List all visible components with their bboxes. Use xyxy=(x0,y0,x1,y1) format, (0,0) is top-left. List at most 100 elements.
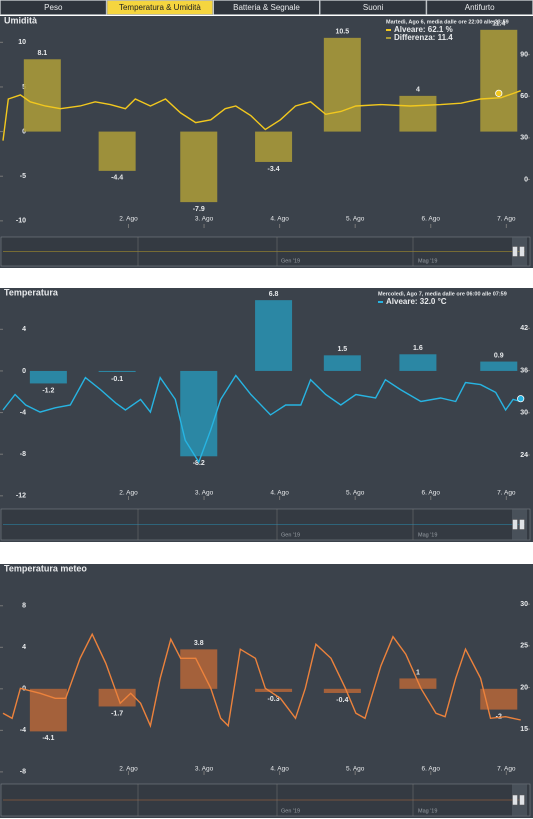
bar-label: -7.9 xyxy=(193,206,205,213)
y-tick-label: -12 xyxy=(16,493,26,500)
tab-label[interactable]: Suoni xyxy=(363,3,384,12)
y-tick-label: -8 xyxy=(20,769,26,776)
bar xyxy=(480,361,518,371)
navigator-label: Gen '19 xyxy=(281,258,300,264)
x-tick-label: 5. Ago xyxy=(346,766,365,773)
bar-label: 1.5 xyxy=(337,346,347,353)
tooltip-title: Martedì, Ago 6, media dalle ore 22:00 al… xyxy=(386,19,509,25)
navigator-handle[interactable] xyxy=(519,246,525,257)
bar xyxy=(29,370,67,384)
x-tick-label: 4. Ago xyxy=(270,216,289,223)
navigator-handle[interactable] xyxy=(512,794,518,806)
x-tick-label: 2. Ago xyxy=(119,766,138,773)
navigator-label: Gen '19 xyxy=(281,532,300,538)
bar-label: 6.8 xyxy=(269,291,279,298)
tab[interactable] xyxy=(106,0,213,15)
tooltip-swatch xyxy=(378,301,383,303)
tab[interactable] xyxy=(0,0,107,15)
chart-title: Temperatura xyxy=(4,287,59,297)
tooltip-point xyxy=(517,395,525,403)
y2-tick-label: 90 xyxy=(520,52,528,59)
tab-label[interactable]: Batteria & Segnale xyxy=(233,3,300,12)
tab[interactable] xyxy=(319,0,427,15)
bar-label: 3.8 xyxy=(194,640,204,647)
x-tick-label: 3. Ago xyxy=(195,766,214,773)
y-tick-label: -10 xyxy=(16,218,26,225)
bar-label: -3.4 xyxy=(268,166,280,173)
y-tick-label: 10 xyxy=(18,39,26,46)
y2-tick-label: 24 xyxy=(520,452,528,459)
x-tick-label: 6. Ago xyxy=(422,490,441,497)
y2-tick-label: 15 xyxy=(520,726,528,733)
x-tick-label: 6. Ago xyxy=(422,216,441,223)
y-tick-label: -8 xyxy=(20,451,26,458)
bar xyxy=(180,649,218,689)
bar xyxy=(480,688,518,710)
bar-label: 4 xyxy=(416,87,420,94)
y-tick-label: 4 xyxy=(22,326,26,333)
y2-tick-label: 42 xyxy=(520,325,528,332)
x-tick-label: 5. Ago xyxy=(346,490,365,497)
bar xyxy=(98,131,136,171)
bar-label: -0.4 xyxy=(336,697,348,704)
bar-label: 1.6 xyxy=(413,345,423,352)
navigator-handle[interactable] xyxy=(512,519,518,530)
x-tick-label: 4. Ago xyxy=(270,766,289,773)
y2-tick-label: 36 xyxy=(520,367,528,374)
bar xyxy=(399,354,437,371)
bar xyxy=(399,678,437,689)
tab[interactable] xyxy=(213,0,320,15)
bar xyxy=(323,355,361,371)
line xyxy=(2,90,521,141)
tooltip-title: Mercoledì, Ago 7, media dalle ore 06:00 … xyxy=(378,291,507,297)
bar xyxy=(23,59,61,132)
x-tick-label: 2. Ago xyxy=(119,490,138,497)
bar xyxy=(98,370,136,372)
tooltip-entry: Alveare: 62.1 % xyxy=(394,25,453,34)
y2-tick-label: 30 xyxy=(520,601,528,608)
bar-label: -4.4 xyxy=(111,175,123,182)
x-tick-label: 5. Ago xyxy=(346,216,365,223)
x-tick-label: 7. Ago xyxy=(497,766,516,773)
x-tick-label: 6. Ago xyxy=(422,766,441,773)
tooltip-entry: Differenza: 11.4 xyxy=(394,33,453,42)
y-tick-label: 8 xyxy=(22,603,26,610)
bar-label: 1 xyxy=(416,669,420,676)
navigator-handle[interactable] xyxy=(519,519,525,530)
y-tick-label: -5 xyxy=(20,173,26,180)
y2-tick-label: 30 xyxy=(520,410,528,417)
bar xyxy=(255,688,293,692)
tooltip-entry: Alveare: 32.0 °C xyxy=(386,297,447,306)
y2-tick-label: 0 xyxy=(524,176,528,183)
line xyxy=(2,632,521,729)
bar-label: -8.2 xyxy=(193,460,205,467)
bar xyxy=(323,37,361,132)
y2-tick-label: 20 xyxy=(520,684,528,691)
tooltip-swatch xyxy=(386,29,391,31)
x-tick-label: 4. Ago xyxy=(270,490,289,497)
x-tick-label: 7. Ago xyxy=(497,216,516,223)
tooltip-swatch xyxy=(386,37,391,39)
bar xyxy=(180,131,218,203)
navigator-handle[interactable] xyxy=(519,794,525,806)
bar-label: -0.3 xyxy=(268,696,280,703)
tab-label[interactable]: Antifurto xyxy=(465,3,495,12)
bar-label: 10.5 xyxy=(336,29,350,36)
chart-title: Temperatura meteo xyxy=(4,563,87,573)
bar xyxy=(180,370,218,457)
tooltip-point xyxy=(495,89,503,97)
y-tick-label: 0 xyxy=(22,128,26,135)
bar xyxy=(323,688,361,693)
navigator-label: Mag '19 xyxy=(418,532,437,538)
bar xyxy=(399,95,437,132)
tab-label[interactable]: Temperatura & Umidità xyxy=(119,3,201,12)
y-tick-label: -4 xyxy=(20,409,26,416)
bar xyxy=(98,688,136,707)
bar xyxy=(480,29,518,132)
tab-label[interactable]: Peso xyxy=(44,3,63,12)
navigator-handle[interactable] xyxy=(512,246,518,257)
y2-tick-label: 60 xyxy=(520,93,528,100)
y2-tick-label: 30 xyxy=(520,135,528,142)
bar-label: 11.4 xyxy=(492,21,505,28)
chart-title: Umidità xyxy=(4,15,38,25)
